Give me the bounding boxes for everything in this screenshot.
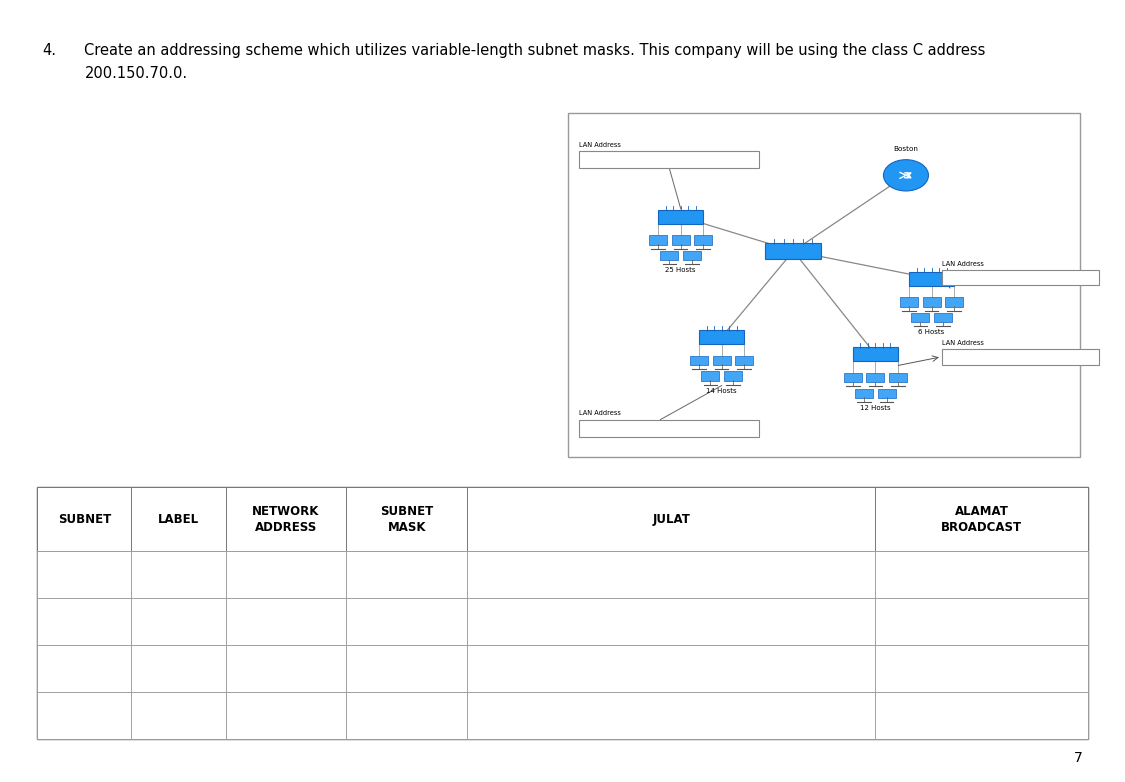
- Bar: [37, 487, 1088, 739]
- Text: 7: 7: [1073, 751, 1082, 765]
- Text: 6 Hosts: 6 Hosts: [918, 329, 945, 335]
- FancyBboxPatch shape: [713, 356, 731, 365]
- Bar: [942, 349, 1099, 364]
- Bar: [875, 487, 1088, 551]
- FancyBboxPatch shape: [844, 373, 862, 382]
- FancyBboxPatch shape: [909, 271, 954, 285]
- Bar: [346, 487, 467, 551]
- FancyBboxPatch shape: [660, 251, 678, 260]
- Text: NETWORK
ADDRESS: NETWORK ADDRESS: [252, 504, 320, 534]
- FancyBboxPatch shape: [736, 356, 754, 365]
- Bar: [568, 113, 1080, 457]
- Bar: [875, 598, 1088, 645]
- Bar: [226, 692, 346, 739]
- Bar: [346, 551, 467, 598]
- FancyBboxPatch shape: [853, 347, 898, 361]
- Text: Create an addressing scheme which utilizes variable-length subnet masks. This co: Create an addressing scheme which utiliz…: [84, 43, 986, 58]
- Bar: [37, 645, 132, 692]
- Text: LAN Address: LAN Address: [579, 142, 621, 148]
- Bar: [942, 270, 1099, 285]
- Bar: [226, 487, 346, 551]
- Bar: [579, 420, 759, 437]
- FancyBboxPatch shape: [765, 243, 821, 259]
- Text: LAN Address: LAN Address: [579, 411, 621, 417]
- Text: 200.150.70.0.: 200.150.70.0.: [84, 66, 188, 81]
- FancyBboxPatch shape: [934, 313, 952, 322]
- Text: 4.: 4.: [43, 43, 56, 58]
- Text: 12 Hosts: 12 Hosts: [860, 405, 891, 411]
- FancyBboxPatch shape: [702, 371, 720, 381]
- FancyBboxPatch shape: [672, 235, 690, 245]
- Text: LAN Address: LAN Address: [942, 260, 983, 267]
- FancyBboxPatch shape: [694, 235, 712, 245]
- Bar: [37, 692, 132, 739]
- Bar: [467, 645, 875, 692]
- Text: LAN Address: LAN Address: [942, 340, 983, 346]
- FancyBboxPatch shape: [855, 389, 873, 398]
- Bar: [346, 598, 467, 645]
- FancyBboxPatch shape: [866, 373, 884, 382]
- FancyBboxPatch shape: [878, 389, 896, 398]
- Circle shape: [883, 160, 928, 191]
- Bar: [37, 487, 132, 551]
- Bar: [132, 598, 226, 645]
- Bar: [226, 645, 346, 692]
- Text: ALAMAT
BROADCAST: ALAMAT BROADCAST: [940, 504, 1023, 534]
- Bar: [37, 598, 132, 645]
- Bar: [132, 645, 226, 692]
- Bar: [132, 692, 226, 739]
- FancyBboxPatch shape: [911, 313, 929, 322]
- Bar: [467, 692, 875, 739]
- Bar: [37, 551, 132, 598]
- Bar: [226, 598, 346, 645]
- Bar: [226, 551, 346, 598]
- Bar: [132, 487, 226, 551]
- Text: 25 Hosts: 25 Hosts: [666, 267, 696, 274]
- Text: 14 Hosts: 14 Hosts: [706, 388, 737, 394]
- Text: JULAT: JULAT: [652, 513, 690, 526]
- Bar: [132, 551, 226, 598]
- FancyBboxPatch shape: [724, 371, 742, 381]
- Bar: [467, 487, 875, 551]
- Text: LABEL: LABEL: [158, 513, 199, 526]
- Bar: [875, 692, 1088, 739]
- FancyBboxPatch shape: [649, 235, 667, 245]
- Bar: [346, 692, 467, 739]
- Bar: [467, 598, 875, 645]
- FancyBboxPatch shape: [683, 251, 701, 260]
- FancyBboxPatch shape: [945, 297, 963, 307]
- FancyBboxPatch shape: [900, 297, 918, 307]
- Text: SUBNET
MASK: SUBNET MASK: [380, 504, 433, 534]
- FancyBboxPatch shape: [658, 210, 703, 224]
- FancyBboxPatch shape: [699, 330, 745, 344]
- Bar: [875, 645, 1088, 692]
- Bar: [467, 551, 875, 598]
- FancyBboxPatch shape: [922, 297, 940, 307]
- Bar: [346, 645, 467, 692]
- FancyBboxPatch shape: [690, 356, 709, 365]
- Bar: [875, 551, 1088, 598]
- Bar: [579, 151, 759, 168]
- FancyBboxPatch shape: [889, 373, 907, 382]
- Text: SUBNET: SUBNET: [57, 513, 111, 526]
- Text: Boston: Boston: [893, 146, 918, 152]
